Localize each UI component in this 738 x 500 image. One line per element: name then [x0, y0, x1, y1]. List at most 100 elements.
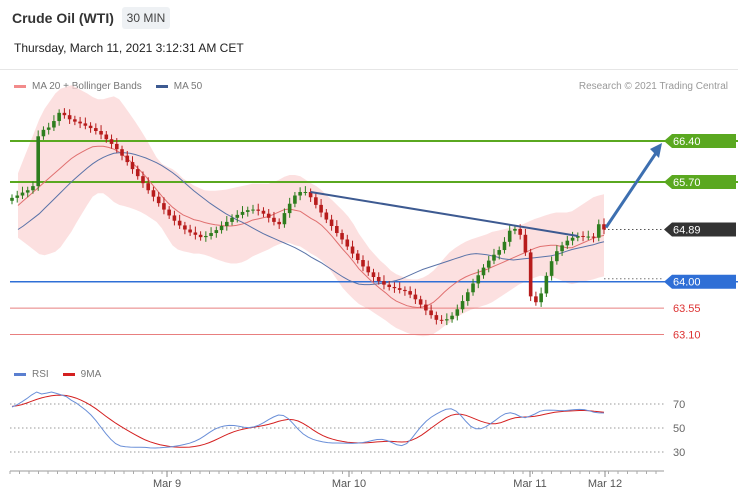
candle-body [397, 288, 402, 290]
candle-body [151, 190, 156, 197]
level-label-63.55: 63.55 [673, 303, 701, 315]
candle-body [576, 235, 580, 238]
legend-ma9: 9MA [62, 369, 102, 380]
candle-body [46, 127, 51, 130]
candle-body [340, 233, 344, 240]
candle-body [544, 275, 549, 294]
candle-body [570, 237, 575, 241]
candle-body [204, 235, 208, 238]
header-divider [0, 69, 738, 70]
level-tag-66.40 [664, 133, 736, 148]
candle-body [41, 129, 46, 137]
candle-body [319, 204, 323, 213]
candle-body [523, 234, 528, 253]
level-label-65.70: 65.70 [673, 177, 701, 189]
level-label-63.10: 63.10 [673, 329, 701, 341]
candle-body [167, 209, 171, 216]
candle-body [387, 284, 392, 287]
candle-body [581, 235, 585, 237]
trend-line [310, 191, 578, 237]
candle-body [256, 209, 261, 211]
research-credit: Research © 2021 Trading Central [578, 81, 728, 92]
candle-body [209, 233, 213, 236]
candle-body [162, 203, 166, 210]
legend-ma20-swatch [14, 85, 26, 88]
candle-body [361, 260, 365, 267]
candle-body [518, 228, 522, 235]
level-label-64.89: 64.89 [673, 225, 701, 237]
candle-body [497, 250, 502, 255]
candle-body [188, 229, 192, 233]
candle-body [565, 240, 570, 246]
candle-body [376, 277, 381, 282]
candle-body [193, 232, 198, 235]
candle-body [534, 296, 538, 303]
candle-body [602, 224, 606, 230]
rsi-legend: RSI 9MA [14, 369, 115, 380]
candle-body [230, 217, 234, 222]
candle-body [439, 319, 444, 321]
candle-body [314, 197, 318, 205]
x-tick-label: Mar 10 [332, 478, 366, 490]
candle-body [507, 230, 512, 242]
legend-rsi-swatch [14, 373, 26, 376]
level-label-66.40: 66.40 [673, 136, 701, 148]
candle-body [114, 143, 119, 150]
rsi-tick-70: 70 [673, 399, 685, 411]
candle-body [465, 292, 470, 302]
candle-body [560, 245, 564, 252]
candle-body [62, 112, 67, 116]
candle-body [31, 186, 35, 191]
level-tag-64.00 [664, 274, 736, 289]
candle-body [245, 210, 250, 212]
candle-body [335, 226, 339, 234]
candle-body [219, 226, 224, 231]
candle-body [57, 112, 61, 122]
x-tick-label: Mar 11 [513, 478, 546, 490]
candle-body [235, 214, 240, 218]
legend-ma9-swatch [62, 373, 75, 376]
level-label-64.00: 64.00 [673, 277, 701, 289]
candle-body [67, 115, 72, 120]
legend-ma50-swatch [155, 85, 168, 88]
legend-ma50-label: MA 50 [173, 81, 203, 92]
instrument-title: Crude Oil (WTI) [12, 10, 114, 26]
candle-body [277, 221, 281, 225]
candle-body [293, 195, 297, 204]
report-datetime: Thursday, March 11, 2021 3:12:31 AM CET [14, 41, 244, 55]
x-tick-label: Mar 12 [588, 478, 622, 490]
candle-body [403, 289, 407, 292]
candles-group [10, 108, 606, 326]
legend-ma50: MA 50 [155, 81, 203, 92]
ma20-line [17, 145, 605, 309]
candle-body [418, 299, 423, 305]
rsi-tick-30: 30 [673, 447, 685, 459]
candle-body [502, 241, 507, 251]
candle-body [408, 291, 412, 295]
rsi-line [11, 391, 605, 449]
candle-body [272, 217, 276, 222]
candle-body [10, 197, 14, 201]
timeframe-badge[interactable]: 30 MIN [122, 7, 170, 29]
candle-body [476, 275, 481, 284]
candle-body [528, 252, 533, 297]
candle-body [266, 213, 271, 218]
candle-body [434, 315, 439, 320]
candle-body [382, 281, 386, 285]
candle-body [329, 219, 334, 226]
candle-body [83, 123, 88, 126]
legend-ma20-label: MA 20 + Bollinger Bands [32, 81, 142, 92]
candle-body [371, 272, 376, 278]
candle-body [303, 191, 308, 193]
candle-body [513, 228, 517, 231]
candle-body [471, 283, 475, 293]
candle-body [125, 155, 130, 163]
candle-body [146, 183, 151, 191]
rsi-tick-50: 50 [673, 423, 685, 435]
legend-ma9-label: 9MA [80, 369, 102, 380]
candle-body [555, 251, 559, 262]
bollinger-band [18, 85, 604, 337]
candle-body [586, 236, 591, 238]
candle-body [198, 234, 203, 238]
